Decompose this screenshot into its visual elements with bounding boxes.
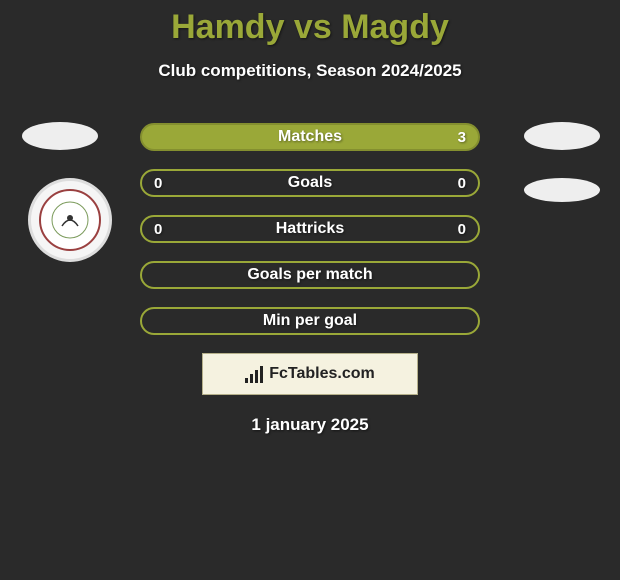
page-title: Hamdy vs Magdy	[0, 0, 620, 47]
player-badge-right	[524, 122, 600, 150]
stat-value-right: 0	[458, 175, 466, 192]
page-subtitle: Club competitions, Season 2024/2025	[0, 61, 620, 81]
infographic-container: Hamdy vs Magdy Club competitions, Season…	[0, 0, 620, 435]
brand-box: FcTables.com	[202, 353, 418, 395]
player-badge-left	[22, 122, 98, 150]
club-logo	[28, 178, 112, 262]
stat-label: Goals per match	[247, 266, 372, 284]
stat-label: Matches	[278, 128, 342, 146]
club-logo-emblem	[39, 189, 101, 251]
date-label: 1 january 2025	[0, 415, 620, 435]
stat-value-left: 0	[154, 221, 162, 238]
stat-row-goals-per-match: Goals per match	[140, 261, 480, 289]
stat-label: Hattricks	[276, 220, 344, 238]
stat-value-left: 0	[154, 175, 162, 192]
stat-row-hattricks: 0 Hattricks 0	[140, 215, 480, 243]
player-badge-right-2	[524, 178, 600, 202]
stat-row-goals: 0 Goals 0	[140, 169, 480, 197]
stat-row-matches: Matches 3	[140, 123, 480, 151]
emblem-icon	[50, 200, 90, 240]
stat-value-right: 3	[458, 129, 466, 146]
brand-text: FcTables.com	[269, 365, 375, 383]
stat-row-min-per-goal: Min per goal	[140, 307, 480, 335]
stat-value-right: 0	[458, 221, 466, 238]
stat-label: Min per goal	[263, 312, 357, 330]
stat-label: Goals	[288, 174, 332, 192]
brand-bars-icon	[245, 365, 263, 383]
